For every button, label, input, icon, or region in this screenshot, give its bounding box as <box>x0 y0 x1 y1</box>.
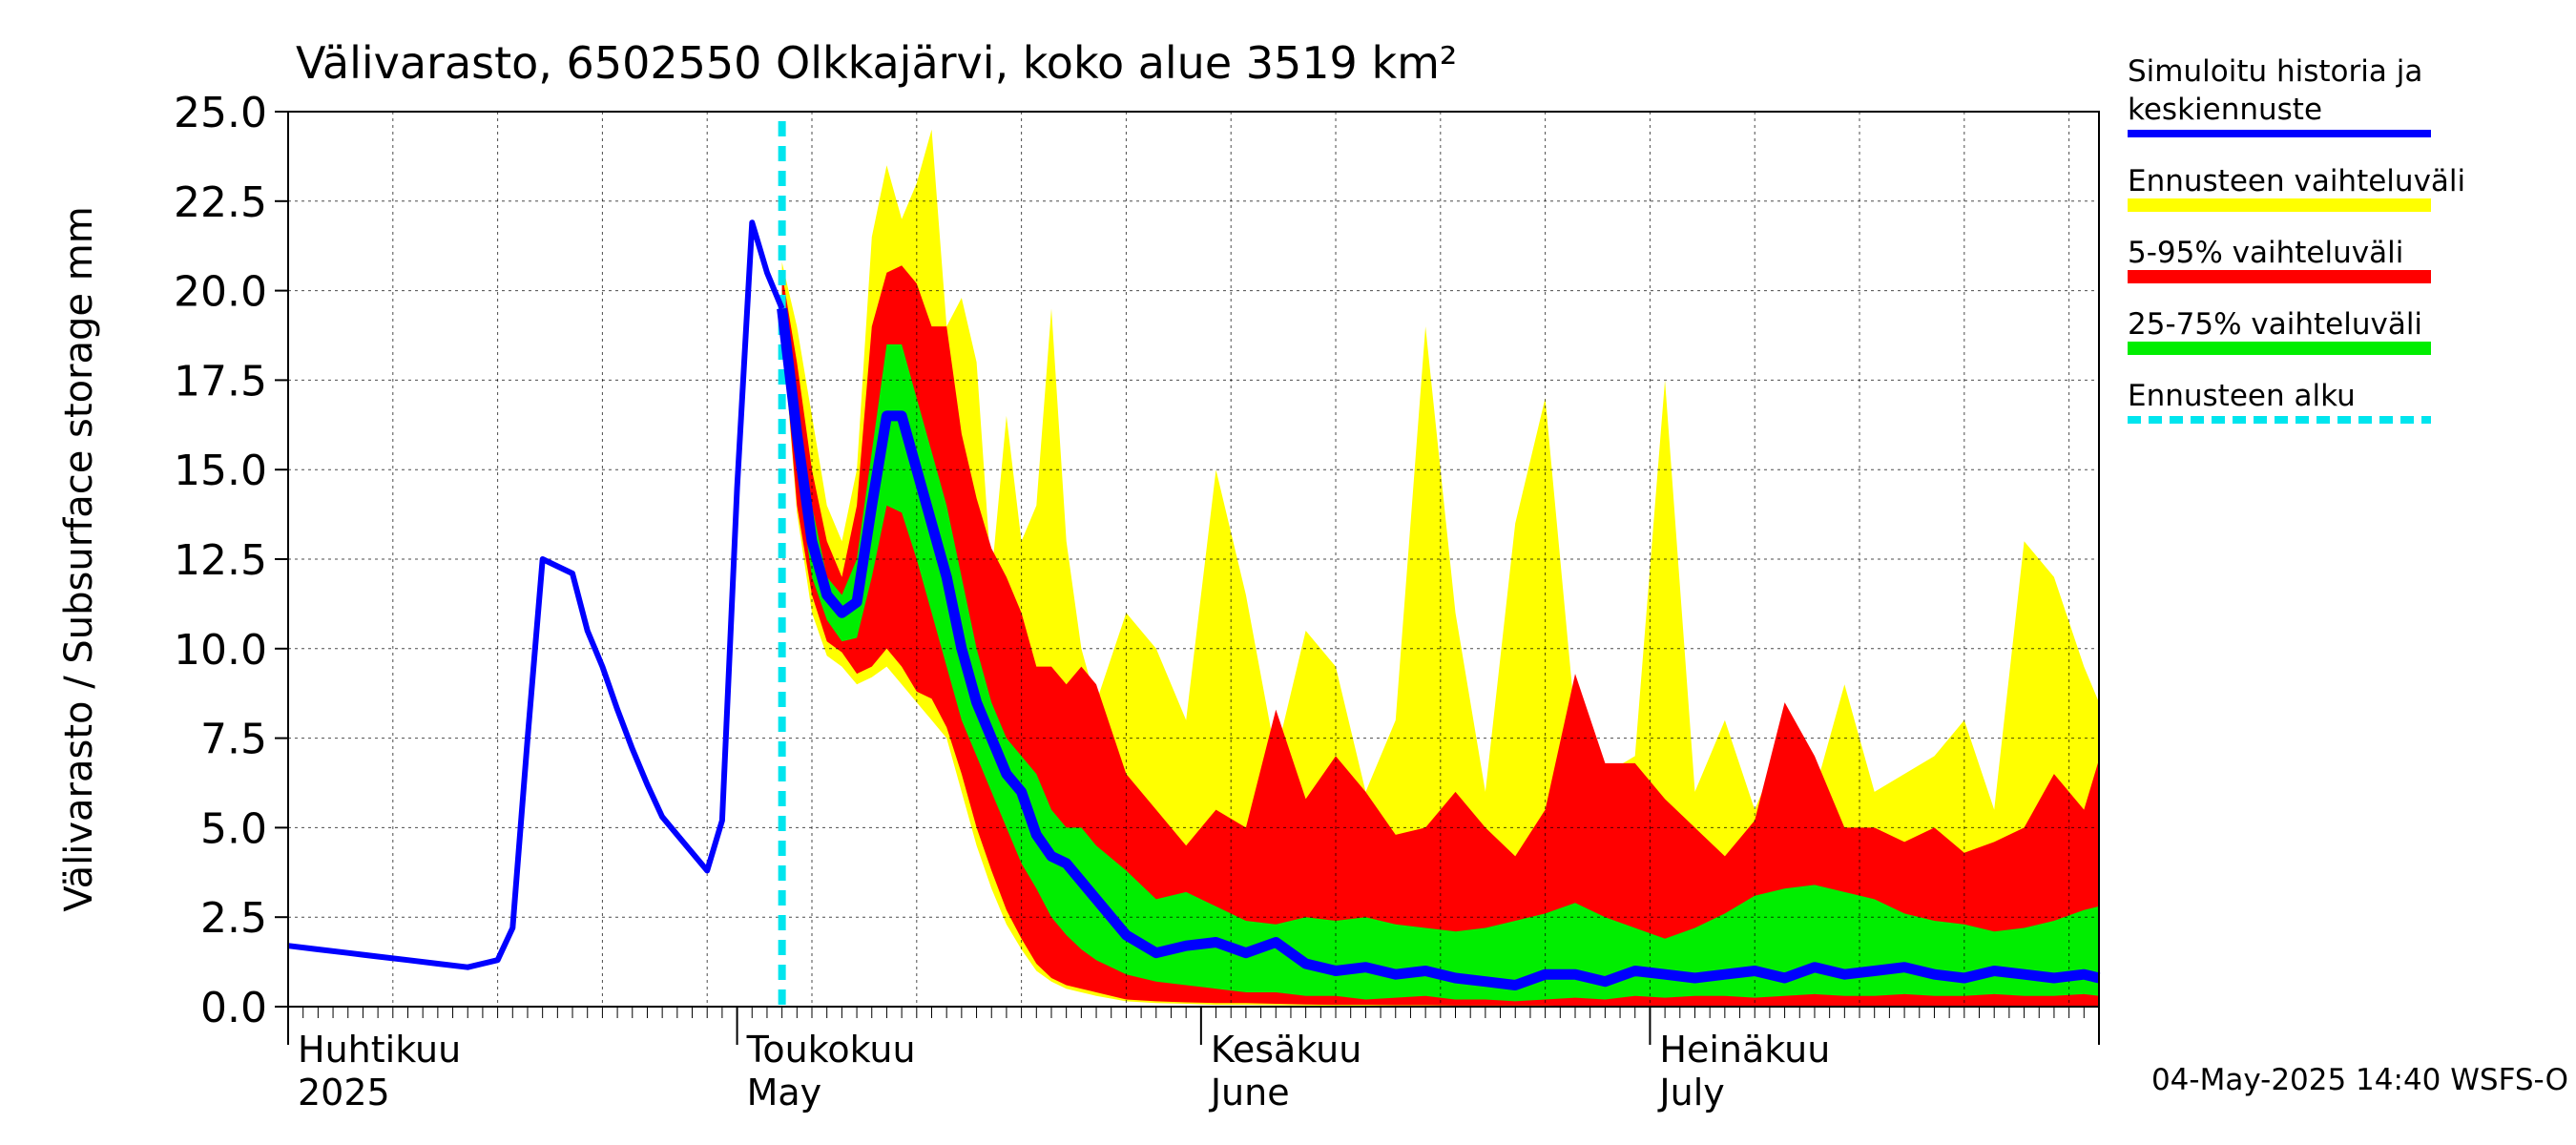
legend-label: Ennusteen alku <box>2128 379 2356 413</box>
x-month-sublabel: June <box>1209 1072 1290 1114</box>
legend-label: Simuloitu historia ja <box>2128 54 2422 89</box>
y-tick-label: 7.5 <box>200 716 267 764</box>
band-25-75 <box>781 290 2099 1002</box>
y-tick-label: 17.5 <box>174 357 267 406</box>
history-line <box>287 219 785 970</box>
y-tick-label: 2.5 <box>200 894 267 943</box>
y-tick-label: 5.0 <box>200 804 267 853</box>
x-month-sublabel: May <box>747 1072 822 1114</box>
y-tick-label: 0.0 <box>200 984 267 1032</box>
x-month-sublabel: July <box>1657 1072 1724 1114</box>
chart-title: Välivarasto, 6502550 Olkkajärvi, koko al… <box>296 37 1457 89</box>
series-lines <box>287 121 2101 1007</box>
y-tick-label: 25.0 <box>174 89 267 137</box>
x-month-sublabel: 2025 <box>298 1072 390 1114</box>
x-month-label: Huhtikuu <box>298 1029 461 1071</box>
y-tick-label: 22.5 <box>174 178 267 227</box>
y-axis-label: Välivarasto / Subsurface storage mm <box>57 206 101 911</box>
y-tick-label: 12.5 <box>174 536 267 585</box>
legend-label: 5-95% vaihteluväli <box>2128 236 2403 270</box>
band-5-95 <box>781 265 2099 1007</box>
timestamp: 04-May-2025 14:40 WSFS-O <box>2151 1063 2568 1097</box>
median-forecast-line <box>777 307 2101 990</box>
y-tick-label: 20.0 <box>174 268 267 317</box>
legend-label: keskiennuste <box>2128 93 2322 127</box>
x-month-label: Toukokuu <box>746 1029 916 1071</box>
legend-label: 25-75% vaihteluväli <box>2128 307 2422 342</box>
x-month-label: Heinäkuu <box>1659 1029 1830 1071</box>
y-axis: 0.0 2.5 5.0 7.5 10.0 12.5 15.0 17.5 20.0 22.5 25.0 <box>174 89 288 1032</box>
y-tick-label: 15.0 <box>174 447 267 495</box>
legend-label: Ennusteen vaihteluväli <box>2128 164 2465 198</box>
legend: Simuloitu historia ja keskiennuste Ennuste… <box>2128 54 2465 424</box>
x-month-label: Kesäkuu <box>1211 1029 1362 1071</box>
y-tick-label: 10.0 <box>174 626 267 675</box>
